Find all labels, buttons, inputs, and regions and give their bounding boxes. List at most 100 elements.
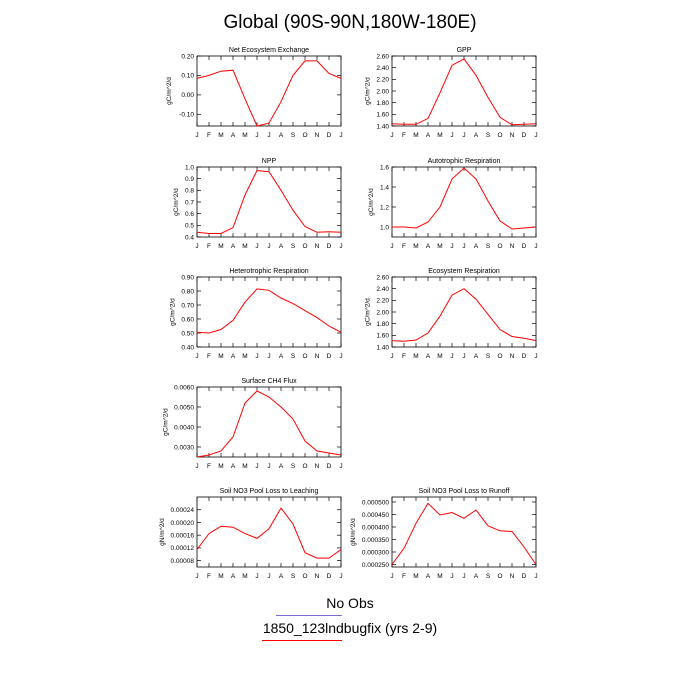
- y-tick-label: 0.00024: [171, 507, 195, 514]
- y-axis-label: gC/m^2/d: [368, 188, 375, 216]
- x-tick-label: O: [302, 573, 307, 580]
- x-tick-label: J: [267, 573, 270, 580]
- x-tick-label: J: [195, 573, 198, 580]
- y-tick-label: 0.4: [185, 234, 194, 241]
- x-tick-label: M: [242, 243, 247, 250]
- x-tick-label: J: [534, 132, 537, 139]
- series-line: [196, 507, 342, 559]
- y-tick-label: 0.0060: [174, 384, 194, 391]
- x-tick-label: J: [462, 132, 465, 139]
- chart-panel-5: Ecosystem Respiration 2.60 2.40 2.20 2.00 1.8…: [365, 268, 538, 360]
- x-tick-label: N: [315, 463, 320, 470]
- y-tick-label: 0.000400: [362, 524, 389, 531]
- x-tick-label: F: [207, 353, 211, 360]
- plot-frame: [196, 55, 342, 127]
- y-tick-label: 0.5: [185, 223, 194, 230]
- y-tick-label: 0.8: [185, 188, 194, 195]
- x-tick-label: J: [267, 132, 270, 139]
- x-tick-label: J: [255, 132, 258, 139]
- y-axis-label: gC/m^2/d: [365, 298, 372, 326]
- x-tick-label: M: [413, 132, 418, 139]
- x-tick-label: F: [207, 463, 211, 470]
- x-tick-label: D: [522, 573, 527, 580]
- x-tick-label: J: [267, 463, 270, 470]
- x-tick-label: S: [486, 353, 491, 360]
- y-tick-label: 0.000500: [362, 499, 389, 506]
- x-tick-label: J: [450, 353, 453, 360]
- x-tick-label: J: [339, 243, 342, 250]
- legend-swatch-model: [262, 640, 342, 641]
- y-tick-label: 0.70: [181, 302, 194, 309]
- chart-title: Heterotrophic Respiration: [229, 268, 308, 275]
- y-tick-label: 0.00008: [171, 558, 195, 565]
- y-tick-label: 0.0050: [174, 404, 194, 411]
- y-tick-label: 1.4: [380, 184, 389, 191]
- x-tick-label: M: [242, 132, 247, 139]
- x-tick-label: M: [242, 573, 247, 580]
- chart-title: Autotrophic Respiration: [428, 158, 501, 165]
- series-line: [196, 60, 342, 127]
- plot-frame: [196, 496, 342, 568]
- y-tick-label: 0.000350: [362, 537, 389, 544]
- y-axis-label: gC/m^2/d: [170, 298, 177, 326]
- series-line: [391, 288, 537, 342]
- x-tick-label: O: [302, 463, 307, 470]
- x-tick-label: J: [390, 132, 393, 139]
- y-tick-label: 2.20: [376, 298, 389, 305]
- x-tick-label: D: [327, 132, 332, 139]
- chart-title: Net Ecosystem Exchange: [229, 47, 309, 54]
- x-tick-label: J: [339, 463, 342, 470]
- chart-panel-4: Heterotrophic Respiration 0.90 0.80 0.70 0.6…: [170, 268, 343, 360]
- x-tick-label: J: [462, 243, 465, 250]
- y-tick-label: 0.00020: [171, 520, 195, 527]
- chart-panel-8: Soil NO3 Pool Loss to Runoff 0.000500 0.00…: [350, 488, 537, 580]
- y-axis-label: gC/m^2/d: [173, 188, 180, 216]
- y-tick-label: 0.20: [181, 53, 194, 60]
- x-tick-label: J: [534, 573, 537, 580]
- x-tick-label: O: [497, 353, 502, 360]
- x-tick-label: M: [437, 353, 442, 360]
- y-tick-label: 1.0: [185, 164, 194, 171]
- x-tick-label: M: [218, 243, 223, 250]
- x-tick-label: J: [195, 132, 198, 139]
- x-tick-label: F: [207, 132, 211, 139]
- x-tick-label: M: [218, 132, 223, 139]
- y-tick-label: 1.2: [380, 204, 389, 211]
- y-tick-label: 2.60: [376, 53, 389, 60]
- x-tick-label: J: [255, 463, 258, 470]
- y-tick-label: -0.10: [179, 112, 194, 119]
- x-tick-label: J: [390, 573, 393, 580]
- x-tick-label: J: [534, 353, 537, 360]
- x-tick-label: J: [534, 243, 537, 250]
- y-tick-label: 0.000300: [362, 549, 389, 556]
- x-tick-label: S: [291, 353, 296, 360]
- y-tick-label: 0.90: [181, 274, 194, 281]
- x-tick-label: M: [413, 353, 418, 360]
- page-title: Global (90S-90N,180W-180E): [223, 12, 477, 33]
- x-tick-label: O: [302, 243, 307, 250]
- x-tick-label: J: [339, 353, 342, 360]
- y-tick-label: 2.00: [376, 88, 389, 95]
- chart-panel-7: Soil NO3 Pool Loss to Leaching 0.00024 0.0…: [159, 488, 343, 580]
- chart-title: NPP: [262, 158, 277, 165]
- x-tick-label: N: [510, 132, 515, 139]
- y-tick-label: 0.7: [185, 199, 194, 206]
- x-tick-label: A: [426, 243, 431, 250]
- x-tick-label: J: [390, 243, 393, 250]
- x-tick-label: A: [231, 573, 236, 580]
- x-tick-label: S: [291, 243, 296, 250]
- legend-label-model: 1850_123lndbugfix (yrs 2-9): [262, 620, 438, 636]
- x-tick-label: D: [522, 353, 527, 360]
- y-tick-label: 0.50: [181, 330, 194, 337]
- x-tick-label: S: [291, 573, 296, 580]
- x-tick-label: A: [474, 243, 479, 250]
- x-tick-label: J: [195, 463, 198, 470]
- x-tick-label: A: [231, 243, 236, 250]
- y-tick-label: 0.00012: [171, 545, 195, 552]
- x-tick-label: D: [327, 353, 332, 360]
- x-tick-label: D: [522, 132, 527, 139]
- x-tick-label: N: [510, 243, 515, 250]
- x-tick-label: M: [437, 573, 442, 580]
